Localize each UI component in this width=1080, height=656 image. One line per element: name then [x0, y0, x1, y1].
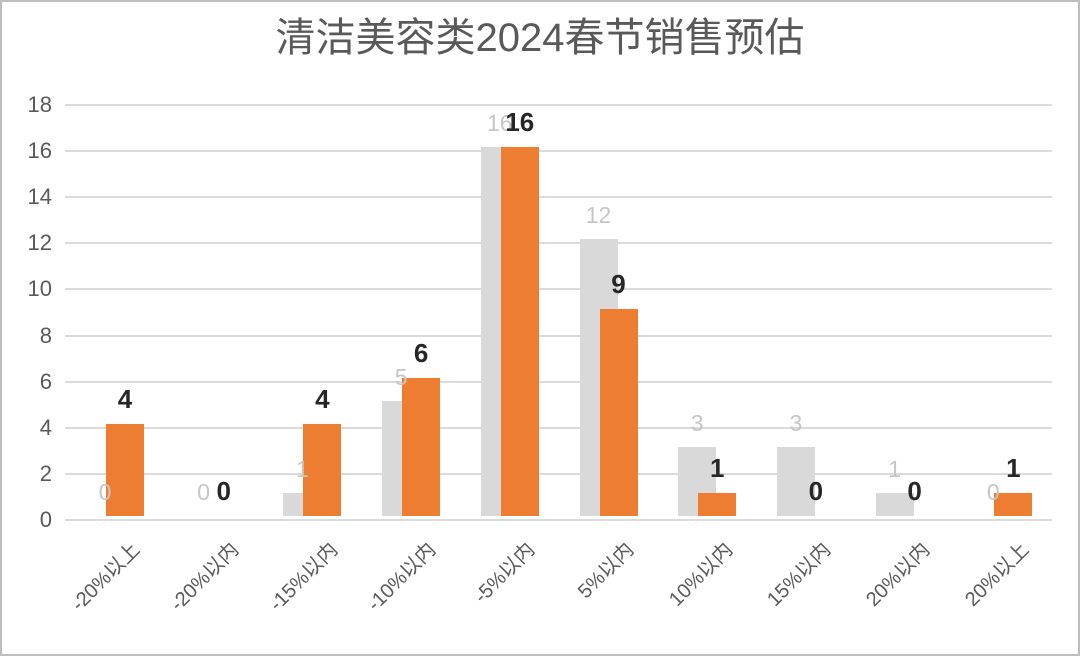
data-label-gray-series: 12 [585, 202, 612, 229]
data-label-orange-series: 16 [505, 107, 535, 138]
gridline [65, 150, 1052, 153]
data-label-gray-series: 1 [295, 455, 309, 482]
gridline [65, 104, 1052, 106]
chart-title: 清洁美容类2024春节销售预估 [275, 16, 805, 60]
y-axis-tick-label: 2 [39, 460, 52, 486]
gridline [65, 334, 1052, 337]
y-axis-tick-label: 12 [27, 230, 52, 256]
data-label-orange-series: 4 [315, 383, 330, 414]
y-axis-tick-label: 0 [39, 507, 52, 532]
y-axis-tick-label: 14 [27, 184, 52, 210]
bar-orange-series [698, 492, 737, 516]
bar-gray-series [776, 446, 815, 516]
data-label-gray-series: 3 [690, 409, 704, 436]
data-label-orange-series: 4 [117, 383, 133, 414]
gridline [65, 288, 1052, 291]
data-label-orange-series: 1 [709, 452, 725, 483]
bar-orange-series [303, 423, 342, 516]
data-label-gray-series: 1 [888, 455, 901, 482]
gridline [65, 472, 1052, 475]
data-label-gray-series: 5 [394, 363, 408, 390]
data-label-orange-series: 0 [216, 476, 231, 506]
y-axis-tick-label: 4 [39, 414, 52, 440]
gridline [65, 196, 1052, 199]
data-label-orange-series: 9 [611, 268, 626, 299]
y-axis-tick-label: 18 [27, 92, 52, 117]
data-label-gray-series: 16 [487, 110, 513, 137]
data-label-gray-series: 3 [789, 409, 803, 436]
data-label-gray-series: 0 [197, 479, 211, 505]
gridline [65, 380, 1052, 383]
bar-orange-series [402, 377, 441, 516]
bar-orange-series [994, 492, 1033, 516]
y-axis-tick-label: 6 [39, 368, 52, 394]
data-label-gray-series: 0 [986, 479, 1000, 505]
y-axis-tick-label: 8 [39, 322, 52, 348]
bar-gray-series [875, 492, 914, 516]
data-label-orange-series: 1 [1006, 452, 1021, 483]
bar-orange-series [500, 147, 539, 516]
gridline [65, 426, 1052, 429]
bar-orange-series [599, 308, 638, 516]
data-label-gray-series: 0 [98, 479, 112, 505]
data-label-orange-series: 0 [907, 476, 922, 506]
y-axis-tick-label: 10 [27, 276, 52, 302]
bar-orange-series [106, 423, 144, 516]
y-axis-tick-label: 16 [27, 138, 52, 164]
gridline [65, 519, 1052, 521]
data-label-orange-series: 0 [808, 476, 824, 506]
data-label-orange-series: 6 [413, 337, 429, 368]
gridline [65, 242, 1052, 245]
